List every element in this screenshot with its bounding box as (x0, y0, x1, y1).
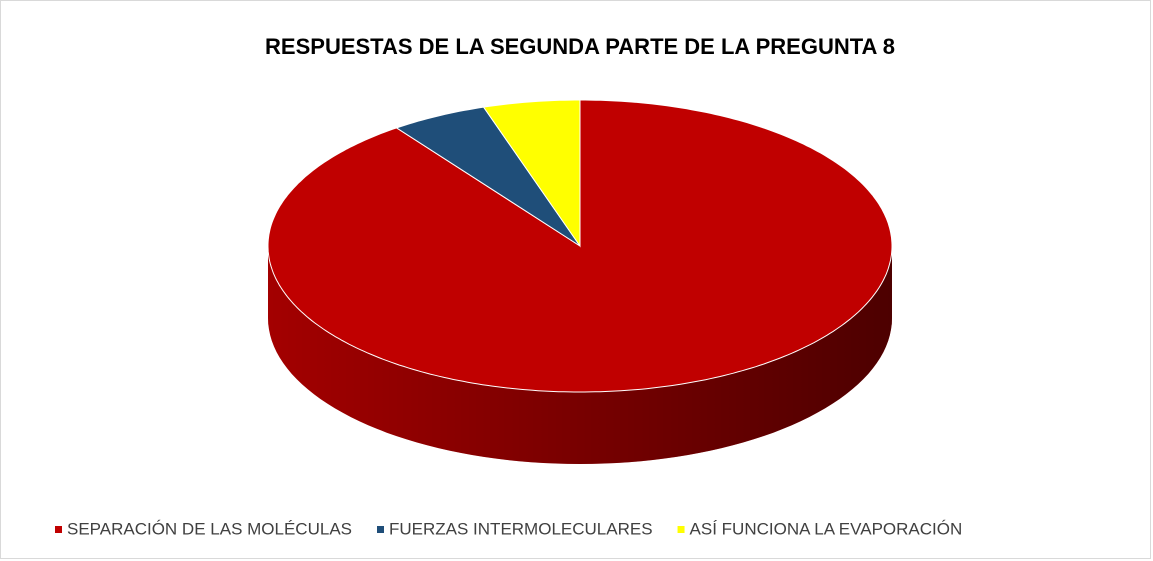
legend-swatch (677, 526, 685, 533)
legend-label: FUERZAS INTERMOLECULARES (389, 519, 653, 538)
legend-swatch (55, 526, 62, 533)
pie-slice (395, 106, 581, 247)
legend-swatch (377, 526, 384, 533)
legend-label: ASÍ FUNCIONA LA EVAPORACIÓN (690, 519, 963, 538)
chart-title: RESPUESTAS DE LA SEGUNDA PARTE DE LA PRE… (265, 34, 895, 59)
pie-side-shade (268, 246, 892, 464)
pie-slice (482, 99, 581, 248)
legend-label: SEPARACIÓN DE LAS MOLÉCULAS (67, 519, 352, 538)
